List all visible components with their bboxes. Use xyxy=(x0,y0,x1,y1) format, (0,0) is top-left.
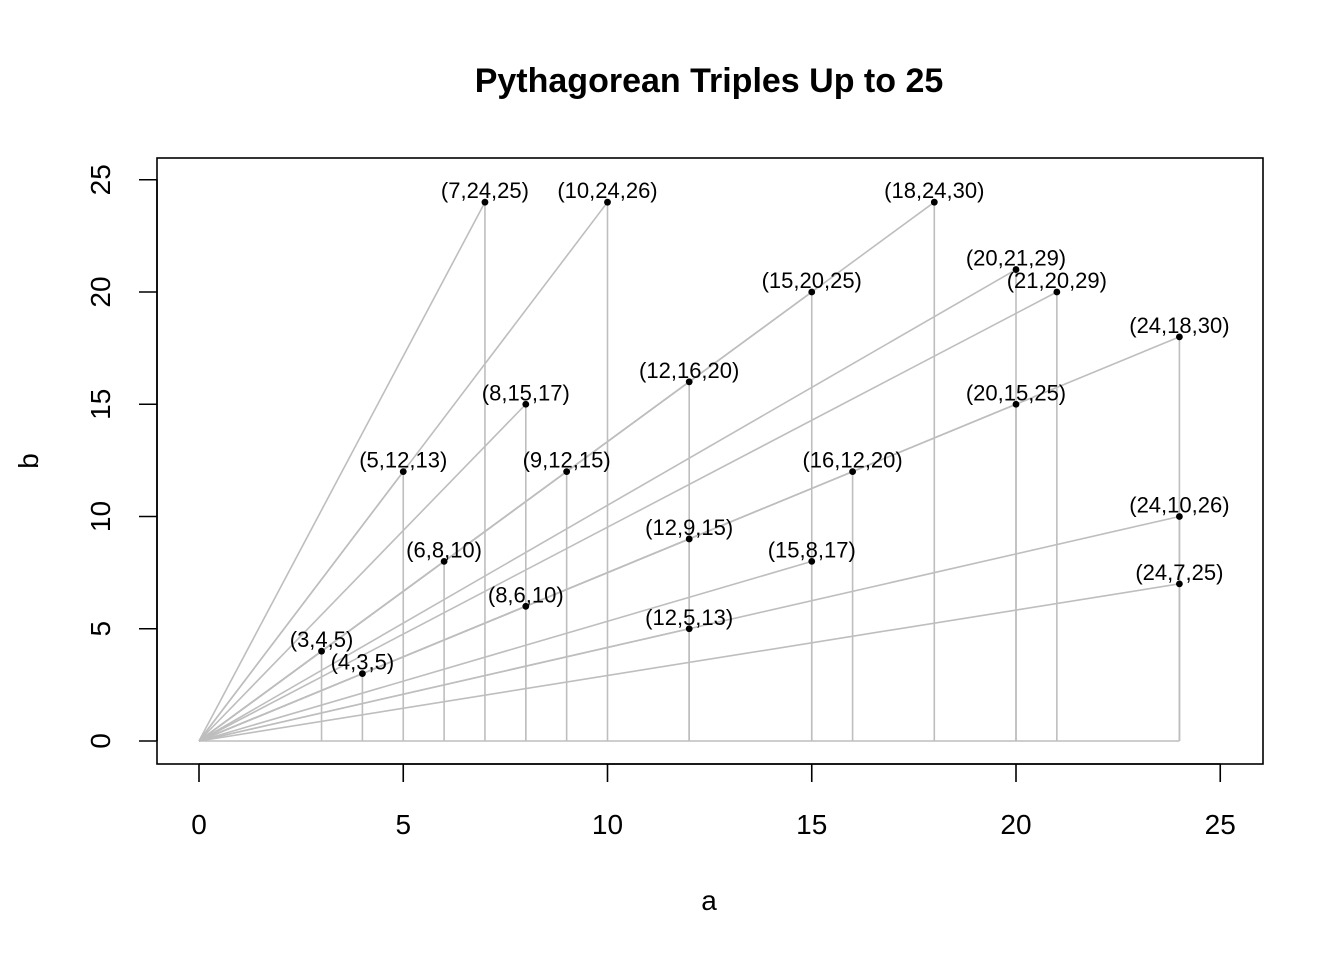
data-point xyxy=(1012,266,1020,273)
plot-frame xyxy=(156,157,1264,765)
point-label: (16,12,20) xyxy=(802,448,902,473)
x-tick-label: 15 xyxy=(796,809,827,840)
point-label: (3,4,5) xyxy=(290,627,354,652)
point-label: (20,21,29) xyxy=(966,246,1066,271)
point-label: (24,10,26) xyxy=(1129,493,1229,518)
ray-line xyxy=(198,403,527,742)
data-point xyxy=(399,468,407,475)
point-label: (6,8,10) xyxy=(406,537,482,562)
data-point xyxy=(685,378,693,386)
point-label: (8,6,10) xyxy=(488,582,564,607)
data-point xyxy=(685,535,693,543)
ray-line xyxy=(198,201,486,742)
x-tick-label: 25 xyxy=(1205,809,1236,840)
x-tick-label: 0 xyxy=(191,809,207,840)
y-tick-label: 5 xyxy=(85,621,116,637)
y-axis: 0 5 10 15 20 25 xyxy=(85,164,158,749)
data-point xyxy=(808,288,816,296)
data-point xyxy=(849,468,856,475)
data-point xyxy=(1176,513,1183,520)
data-point xyxy=(522,602,530,610)
x-tick-label: 20 xyxy=(1000,809,1031,840)
point-label: (4,3,5) xyxy=(331,650,395,675)
y-tick-label: 0 xyxy=(85,733,116,749)
x-axis-label: a xyxy=(701,885,717,916)
data-point xyxy=(1053,288,1061,296)
point-label: (10,24,26) xyxy=(557,178,657,203)
data-point xyxy=(1176,333,1183,341)
point-labels: (3,4,5)(4,3,5) (5,12,13) (6,8,10) (7,24,25)… xyxy=(290,178,1230,674)
point-label: (7,24,25) xyxy=(441,178,529,203)
y-tick-label: 20 xyxy=(85,276,116,307)
drop-lines xyxy=(199,202,1181,742)
data-point xyxy=(481,198,489,206)
data-point xyxy=(685,625,693,633)
data-point xyxy=(1012,400,1020,408)
point-label: (12,16,20) xyxy=(639,358,739,383)
data-points xyxy=(318,198,1183,678)
data-point xyxy=(563,468,571,475)
data-point xyxy=(604,198,611,206)
chart-title: Pythagorean Triples Up to 25 xyxy=(475,62,944,100)
ray-line xyxy=(198,291,1058,742)
y-axis-label: b xyxy=(13,453,44,469)
point-label: (15,8,17) xyxy=(768,537,856,562)
point-label: (24,18,30) xyxy=(1129,313,1229,338)
y-tick-label: 25 xyxy=(85,164,116,195)
x-tick-label: 10 xyxy=(592,809,623,840)
data-point xyxy=(522,400,530,408)
data-point xyxy=(930,198,938,206)
point-label: (24,7,25) xyxy=(1135,560,1223,585)
point-label: (18,24,30) xyxy=(884,178,984,203)
data-point xyxy=(808,558,816,565)
point-label: (9,12,15) xyxy=(523,448,611,473)
data-point xyxy=(318,647,325,655)
point-label: (5,12,13) xyxy=(359,448,447,473)
y-tick-label: 15 xyxy=(85,389,116,420)
y-tick-label: 10 xyxy=(85,501,116,532)
point-label: (12,9,15) xyxy=(645,515,733,540)
x-tick-label: 5 xyxy=(395,809,411,840)
point-label: (15,20,25) xyxy=(762,268,862,293)
point-label: (21,20,29) xyxy=(1007,268,1107,293)
data-point xyxy=(440,558,448,565)
point-label: (20,15,25) xyxy=(966,380,1066,405)
x-axis: 0 5 10 15 20 25 xyxy=(191,763,1236,840)
data-point xyxy=(359,670,366,678)
point-label: (8,15,17) xyxy=(482,380,570,405)
ray-line xyxy=(198,560,812,742)
data-point xyxy=(1176,580,1183,588)
point-label: (12,5,13) xyxy=(645,605,733,630)
